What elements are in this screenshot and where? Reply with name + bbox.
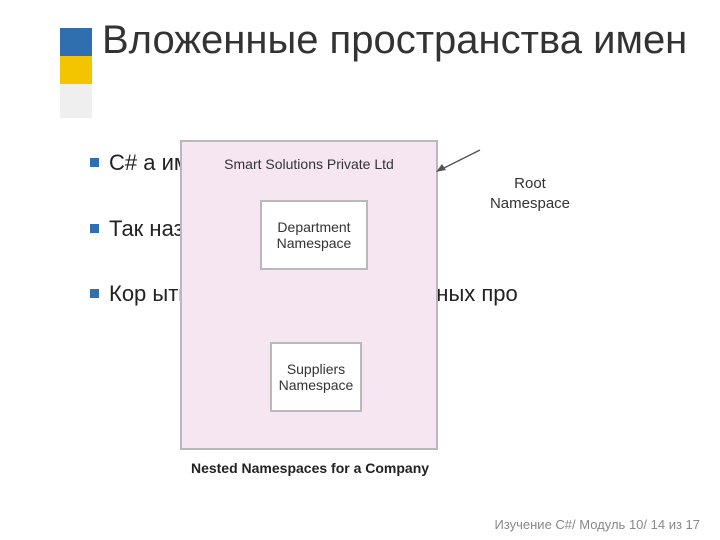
box-label: Namespace [279, 377, 354, 393]
bullet-icon [90, 224, 99, 233]
bullet-icon [90, 158, 99, 167]
bullet-icon [90, 289, 99, 298]
box-label: Namespace [277, 235, 352, 251]
title-color-bar [60, 28, 92, 118]
diagram-caption: Nested Namespaces for a Company [150, 460, 470, 476]
slide-title: Вложенные пространства имен [102, 18, 687, 62]
cbar-grey [60, 84, 92, 118]
suppliers-namespace-box: Suppliers Namespace [270, 342, 362, 412]
department-namespace-box: Department Namespace [260, 200, 368, 270]
company-name: Smart Solutions Private Ltd [182, 156, 436, 172]
root-namespace-label: Root Namespace [480, 174, 580, 213]
bullet-text: Так наз [109, 214, 184, 244]
slide: Вложенные пространства имен C# а имен вн… [0, 0, 720, 540]
box-label: Suppliers [287, 361, 345, 377]
root-namespace-box: Smart Solutions Private Ltd Department N… [180, 140, 438, 450]
slide-footer: Изучение C#/ Модуль 10/ 14 из 17 [494, 517, 700, 532]
box-label: Department [277, 219, 350, 235]
cbar-blue [60, 28, 92, 56]
cbar-yellow [60, 56, 92, 84]
namespace-diagram: Smart Solutions Private Ltd Department N… [180, 140, 438, 450]
